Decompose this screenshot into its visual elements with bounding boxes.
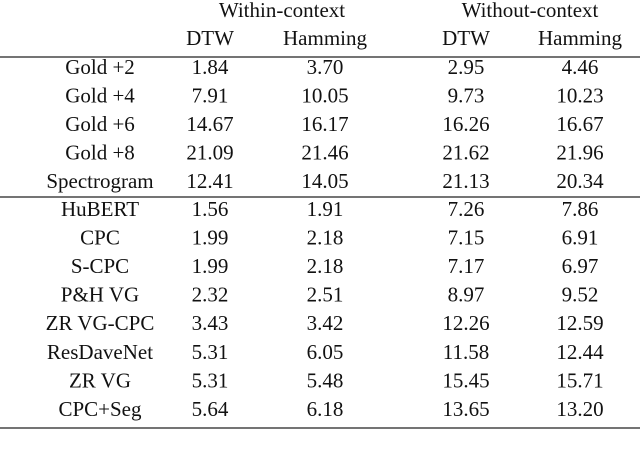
cell: 2.95 <box>448 55 485 79</box>
cell: 15.71 <box>556 368 603 392</box>
cell: 1.99 <box>192 254 229 278</box>
row-label: HuBERT <box>61 197 139 221</box>
cell: 10.05 <box>301 83 348 107</box>
cell: 14.05 <box>301 169 348 193</box>
cell: 16.67 <box>556 112 603 136</box>
cell: 9.73 <box>448 83 485 107</box>
cell: 1.99 <box>192 225 229 249</box>
cell: 16.26 <box>442 112 489 136</box>
cell: 15.45 <box>442 368 489 392</box>
cell: 1.84 <box>192 55 229 79</box>
column-header: DTW <box>442 26 490 50</box>
cell: 7.91 <box>192 83 229 107</box>
row-label: Gold +4 <box>65 83 135 107</box>
cell: 4.46 <box>562 55 599 79</box>
cell: 6.18 <box>307 397 344 421</box>
cell: 1.91 <box>307 197 344 221</box>
column-header: Hamming <box>538 26 622 50</box>
cell: 21.96 <box>556 141 603 165</box>
group-header: Within-context <box>219 0 345 22</box>
row-label: CPC+Seg <box>58 397 142 421</box>
cell: 2.51 <box>307 283 344 307</box>
cell: 14.67 <box>186 112 233 136</box>
cell: 12.59 <box>556 311 603 335</box>
cell: 2.18 <box>307 254 344 278</box>
cell: 12.26 <box>442 311 489 335</box>
cell: 3.42 <box>307 311 344 335</box>
cell: 8.97 <box>448 283 485 307</box>
cell: 21.62 <box>442 141 489 165</box>
cell: 7.17 <box>448 254 485 278</box>
row-label: Spectrogram <box>46 169 153 193</box>
cell: 7.86 <box>562 197 599 221</box>
group-header: Without-context <box>462 0 599 22</box>
cell: 9.52 <box>562 283 599 307</box>
cell: 20.34 <box>556 169 604 193</box>
cell: 1.56 <box>192 197 229 221</box>
row-label: Gold +8 <box>65 141 135 165</box>
column-header: Hamming <box>283 26 367 50</box>
row-label: P&H VG <box>61 283 139 307</box>
cell: 12.41 <box>186 169 233 193</box>
row-label: Gold +6 <box>65 112 135 136</box>
cell: 3.70 <box>307 55 344 79</box>
cell: 5.31 <box>192 340 229 364</box>
cell: 6.05 <box>307 340 344 364</box>
cell: 10.23 <box>556 83 603 107</box>
column-header: DTW <box>186 26 234 50</box>
cell: 2.32 <box>192 283 229 307</box>
row-label: Gold +2 <box>65 55 135 79</box>
cell: 6.97 <box>562 254 599 278</box>
cell: 21.09 <box>186 141 233 165</box>
cell: 16.17 <box>301 112 348 136</box>
row-label: CPC <box>80 225 120 249</box>
cell: 21.46 <box>301 141 348 165</box>
row-label: ZR VG <box>69 368 131 392</box>
cell: 13.20 <box>556 397 603 421</box>
cell: 5.31 <box>192 368 229 392</box>
cell: 7.26 <box>448 197 485 221</box>
cell: 3.43 <box>192 311 229 335</box>
cell: 5.64 <box>192 397 229 421</box>
row-label: ZR VG-CPC <box>46 311 155 335</box>
cell: 13.65 <box>442 397 489 421</box>
cell: 5.48 <box>307 368 344 392</box>
row-label: S-CPC <box>71 254 129 278</box>
cell: 2.18 <box>307 225 344 249</box>
cell: 6.91 <box>562 225 599 249</box>
row-label: ResDaveNet <box>47 340 153 364</box>
cell: 7.15 <box>448 225 485 249</box>
cell: 12.44 <box>556 340 604 364</box>
cell: 11.58 <box>443 340 489 364</box>
cell: 21.13 <box>442 169 489 193</box>
